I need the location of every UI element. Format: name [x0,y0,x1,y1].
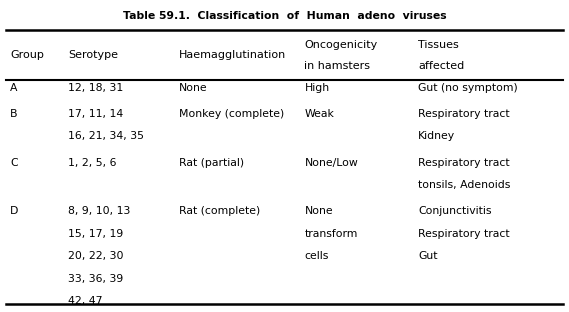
Text: Haemagglutination: Haemagglutination [179,50,286,60]
Text: Gut (no symptom): Gut (no symptom) [418,83,518,93]
Text: Group: Group [10,50,44,60]
Text: None/Low: None/Low [304,158,358,168]
Text: C: C [10,158,18,168]
Text: Conjunctivitis: Conjunctivitis [418,206,492,216]
Text: Weak: Weak [304,109,335,119]
Text: Tissues: Tissues [418,40,459,50]
Text: Rat (complete): Rat (complete) [179,206,261,216]
Text: 12, 18, 31: 12, 18, 31 [68,83,123,93]
Text: Rat (partial): Rat (partial) [179,158,244,168]
Text: in hamsters: in hamsters [304,61,370,71]
Text: D: D [10,206,19,216]
Text: A: A [10,83,18,93]
Text: High: High [304,83,329,93]
Text: Respiratory tract: Respiratory tract [418,158,510,168]
Text: Respiratory tract: Respiratory tract [418,229,510,239]
Text: 42, 47: 42, 47 [68,296,103,306]
Text: Table 59.1.  Classification  of  Human  adeno  viruses: Table 59.1. Classification of Human aden… [123,11,446,21]
Text: tonsils, Adenoids: tonsils, Adenoids [418,180,510,190]
Text: 15, 17, 19: 15, 17, 19 [68,229,123,239]
Text: 8, 9, 10, 13: 8, 9, 10, 13 [68,206,131,216]
Text: 16, 21, 34, 35: 16, 21, 34, 35 [68,131,145,141]
Text: Respiratory tract: Respiratory tract [418,109,510,119]
Text: Kidney: Kidney [418,131,455,141]
Text: Monkey (complete): Monkey (complete) [179,109,284,119]
Text: None: None [304,206,333,216]
Text: Gut: Gut [418,251,438,261]
Text: 20, 22, 30: 20, 22, 30 [68,251,124,261]
Text: Oncogenicity: Oncogenicity [304,40,378,50]
Text: transform: transform [304,229,358,239]
Text: 17, 11, 14: 17, 11, 14 [68,109,123,119]
Text: Serotype: Serotype [68,50,118,60]
Text: affected: affected [418,61,464,71]
Text: None: None [179,83,208,93]
Text: 1, 2, 5, 6: 1, 2, 5, 6 [68,158,117,168]
Text: 33, 36, 39: 33, 36, 39 [68,274,123,284]
Text: B: B [10,109,18,119]
Text: cells: cells [304,251,329,261]
